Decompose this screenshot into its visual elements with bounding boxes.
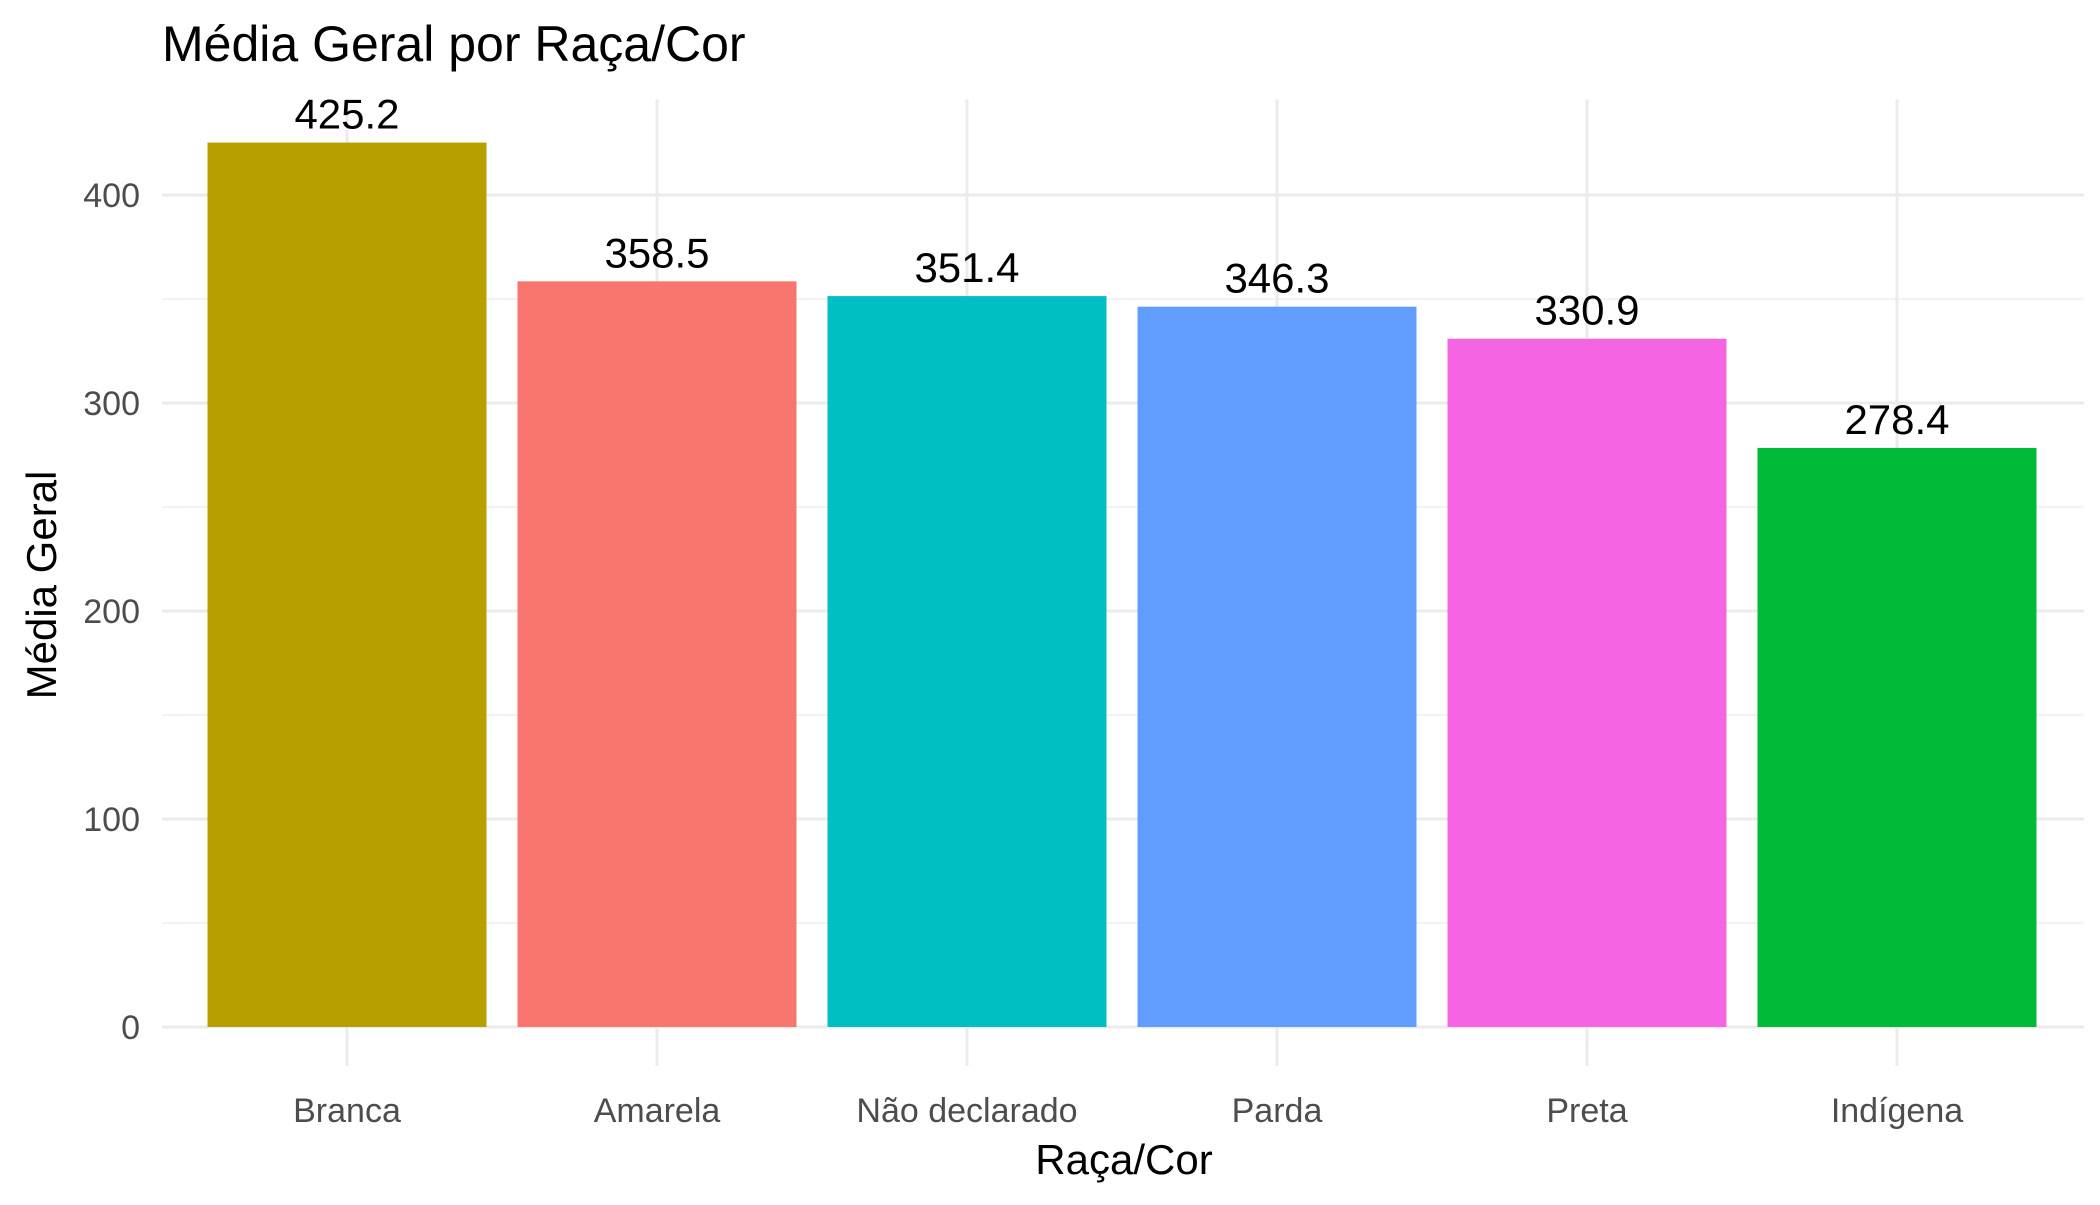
y-tick-label: 0 — [121, 1009, 140, 1047]
bar-parda — [1137, 306, 1417, 1027]
x-tick-label: Não declarado — [856, 1092, 1077, 1130]
bar-value-label: 425.2 — [294, 91, 399, 138]
bars — [207, 142, 2037, 1028]
x-axis-title: Raça/Cor — [1035, 1136, 1212, 1183]
bar-value-label: 358.5 — [604, 229, 709, 276]
bar-value-label: 330.9 — [1534, 287, 1639, 334]
x-tick-label: Preta — [1546, 1092, 1627, 1130]
x-tick-label: Branca — [293, 1092, 401, 1130]
y-tick-label: 300 — [83, 385, 140, 423]
bar-value-label: 278.4 — [1844, 396, 1949, 443]
bar-preta — [1447, 338, 1727, 1027]
y-tick-label: 400 — [83, 177, 140, 215]
bar-value-label: 346.3 — [1224, 255, 1329, 302]
bar-branca — [207, 142, 487, 1028]
y-tick-label: 200 — [83, 593, 140, 631]
bar-n-o-declarado — [827, 296, 1107, 1027]
x-tick-label: Amarela — [594, 1092, 721, 1130]
chart-title: Média Geral por Raça/Cor — [162, 16, 746, 72]
y-axis-ticks: 0 100 200 300 400 — [83, 177, 140, 1047]
value-labels: 425.2 358.5 351.4 346.3 330.9 278.4 — [294, 91, 1949, 443]
y-tick-label: 100 — [83, 801, 140, 839]
x-tick-label: Parda — [1232, 1092, 1323, 1130]
x-tick-label: Indígena — [1831, 1092, 1963, 1130]
bar-value-label: 351.4 — [914, 244, 1019, 291]
x-axis-ticks: Branca Amarela Não declarado Parda Preta Indí… — [293, 1092, 1963, 1130]
y-axis-title: Média Geral — [18, 471, 65, 700]
bar-ind-gena — [1757, 447, 2037, 1028]
bar-amarela — [517, 281, 797, 1027]
